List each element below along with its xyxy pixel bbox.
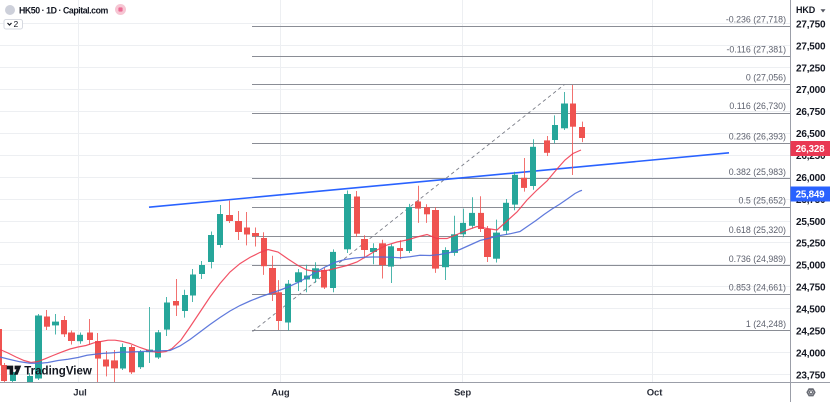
svg-text:0.5 (25,652): 0.5 (25,652) — [739, 196, 787, 206]
svg-text:0.382 (25,983): 0.382 (25,983) — [729, 167, 786, 177]
svg-text:0.736 (24,989): 0.736 (24,989) — [729, 254, 786, 264]
svg-text:TradingView: TradingView — [24, 366, 92, 378]
svg-text:27,750: 27,750 — [796, 19, 826, 30]
svg-text:Oct: Oct — [647, 387, 663, 398]
svg-text:25,500: 25,500 — [796, 217, 826, 228]
svg-text:-0.236 (27,718): -0.236 (27,718) — [726, 15, 786, 25]
svg-text:0 (27,056): 0 (27,056) — [746, 73, 786, 83]
svg-text:27,250: 27,250 — [796, 63, 826, 74]
svg-text:24,500: 24,500 — [796, 305, 826, 316]
svg-text:25,000: 25,000 — [796, 261, 826, 272]
svg-text:27,500: 27,500 — [796, 41, 826, 52]
svg-text:24,250: 24,250 — [796, 326, 826, 337]
svg-text:1 (24,248): 1 (24,248) — [746, 319, 786, 329]
svg-text:0.618 (25,320): 0.618 (25,320) — [729, 225, 786, 235]
svg-text:0.116 (26,730): 0.116 (26,730) — [729, 101, 786, 111]
svg-text:24,750: 24,750 — [796, 283, 826, 294]
svg-text:26,500: 26,500 — [796, 129, 826, 140]
svg-text:Aug: Aug — [271, 387, 289, 398]
svg-text:25,250: 25,250 — [796, 239, 826, 250]
svg-text:26,328: 26,328 — [796, 144, 826, 155]
svg-text:-0.116 (27,381): -0.116 (27,381) — [727, 44, 787, 54]
svg-text:26,000: 26,000 — [796, 173, 826, 184]
svg-text:Sep: Sep — [454, 387, 471, 398]
svg-text:2: 2 — [14, 19, 19, 29]
svg-text:24,000: 24,000 — [796, 348, 826, 359]
svg-text:HKD: HKD — [796, 5, 816, 15]
svg-text:0.853 (24,661): 0.853 (24,661) — [729, 283, 786, 293]
svg-text:25,849: 25,849 — [796, 190, 826, 201]
svg-text:23,750: 23,750 — [796, 370, 826, 381]
svg-text:Jul: Jul — [73, 387, 86, 398]
svg-text:27,000: 27,000 — [796, 85, 826, 96]
svg-text:26,750: 26,750 — [796, 107, 826, 118]
svg-text:HK50 · 1D · Capital.com: HK50 · 1D · Capital.com — [19, 5, 109, 15]
svg-text:0.236 (26,393): 0.236 (26,393) — [729, 132, 786, 142]
